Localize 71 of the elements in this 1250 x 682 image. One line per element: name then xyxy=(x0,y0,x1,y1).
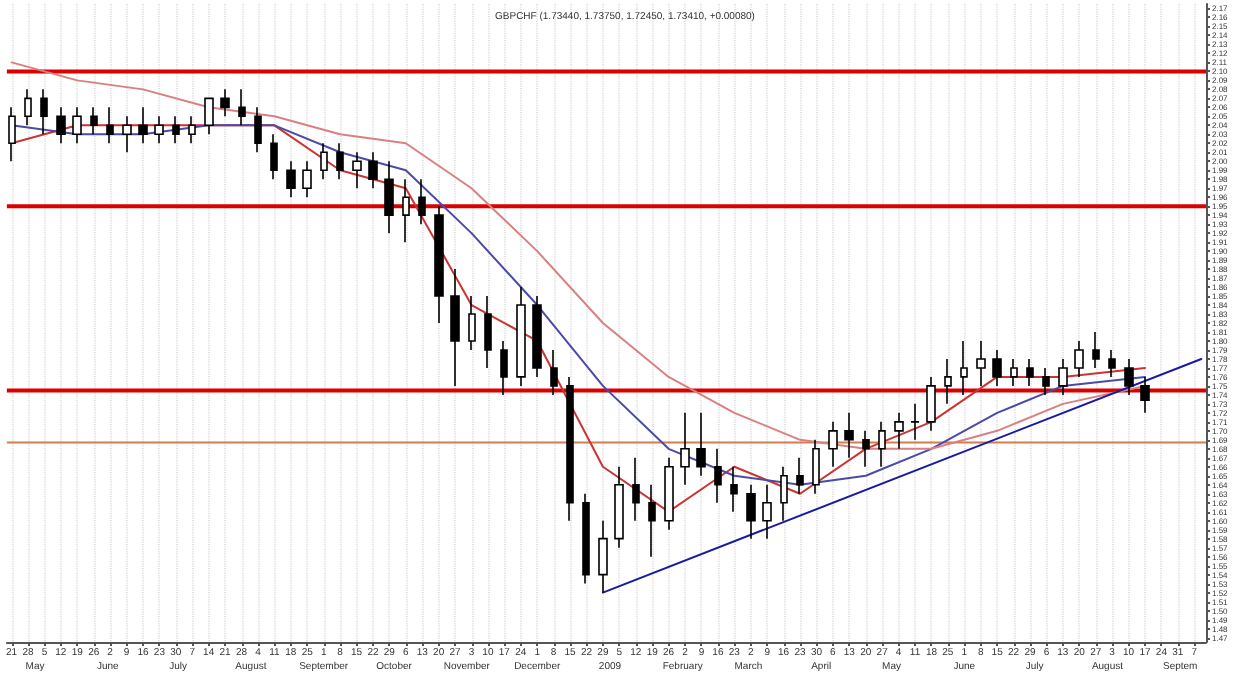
candlestick xyxy=(828,421,838,468)
candlestick xyxy=(270,133,278,181)
candlestick xyxy=(238,88,246,127)
candlestick xyxy=(138,106,148,145)
candlestick xyxy=(302,160,312,198)
candlestick xyxy=(976,340,986,387)
candlestick xyxy=(648,483,656,558)
candlestick xyxy=(844,412,854,459)
candlestick xyxy=(1124,358,1134,396)
candlestick xyxy=(878,421,886,468)
candlestick xyxy=(1010,358,1018,387)
candlestick xyxy=(1042,367,1050,396)
candlestick xyxy=(550,349,558,396)
candlestick xyxy=(992,349,1002,387)
candlestick xyxy=(894,412,904,450)
candlestick xyxy=(1092,331,1100,369)
candlestick xyxy=(1026,358,1034,387)
candlestick xyxy=(72,106,82,145)
candlestick xyxy=(450,268,460,387)
candlestick xyxy=(714,448,722,504)
candlestick xyxy=(320,142,328,181)
candlestick xyxy=(418,178,426,225)
candlestick xyxy=(40,88,48,136)
candlestick xyxy=(368,151,378,190)
candlestick xyxy=(862,430,870,468)
candlestick xyxy=(516,286,526,387)
candlestick xyxy=(106,106,114,145)
candlestick xyxy=(384,160,394,234)
candlestick xyxy=(598,519,608,594)
candlestick xyxy=(484,295,492,369)
candlestick xyxy=(1074,340,1084,378)
candlestick xyxy=(944,358,952,405)
candlestick xyxy=(780,465,788,522)
candlestick xyxy=(154,115,164,145)
candlestick xyxy=(336,142,344,181)
candlestick xyxy=(90,106,98,136)
candlestick xyxy=(1108,349,1116,378)
candlestick xyxy=(762,483,772,540)
candlestick xyxy=(352,151,362,190)
candlestick xyxy=(254,106,262,154)
candlestick xyxy=(204,97,214,136)
candlestick xyxy=(122,115,132,154)
candlestick xyxy=(632,456,640,522)
candlestick xyxy=(796,456,804,495)
candlestick xyxy=(1058,358,1068,396)
candlestick xyxy=(746,483,756,540)
candlestick xyxy=(220,88,230,118)
candlestick xyxy=(434,205,444,324)
candlestick xyxy=(8,106,16,163)
candlestick xyxy=(812,439,820,495)
candlestick xyxy=(926,376,936,432)
candlestick xyxy=(730,465,738,513)
candlestick xyxy=(24,88,32,127)
line-series xyxy=(10,61,1146,450)
candlestick xyxy=(188,115,196,145)
candlestick xyxy=(172,115,180,145)
candlestick xyxy=(500,340,508,396)
candlestick xyxy=(696,412,706,477)
candlestick xyxy=(614,465,624,549)
candlestick xyxy=(532,295,542,378)
candlestick xyxy=(1140,376,1150,414)
candlestick xyxy=(566,376,574,522)
candlestick xyxy=(960,340,968,396)
candlestick xyxy=(56,106,66,145)
candlestick xyxy=(664,456,674,531)
candlestick xyxy=(468,295,476,351)
candlestick xyxy=(582,492,590,585)
candlestick xyxy=(286,160,296,198)
candlestick xyxy=(402,178,410,243)
candlestick xyxy=(910,403,920,441)
candlestick xyxy=(680,412,690,486)
